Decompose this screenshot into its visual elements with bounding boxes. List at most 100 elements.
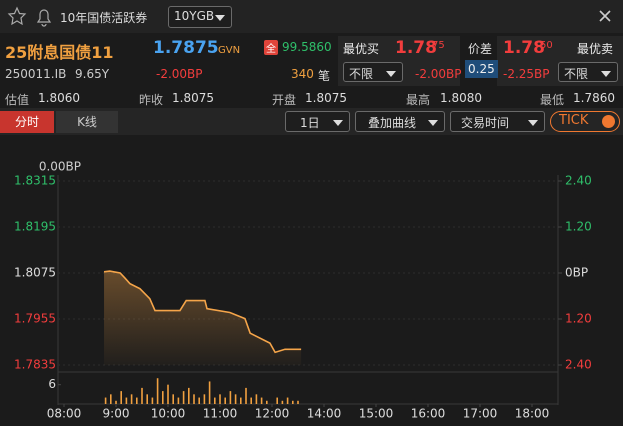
volume-bar	[193, 394, 195, 404]
y2-tick-label: 2.40	[565, 174, 592, 188]
volume-bar	[177, 397, 180, 404]
ask-price: 1.78	[503, 38, 545, 58]
top-label: 0.00BP	[39, 160, 81, 174]
stat-value: 1.8080	[440, 91, 482, 105]
volume-bar	[198, 397, 200, 404]
bid-price: 1.78	[395, 38, 437, 58]
period-text: 1日	[300, 116, 320, 130]
y2-tick-label: 1.20	[565, 220, 592, 234]
tick-text: TICK	[559, 113, 589, 128]
price: 1.7875	[153, 38, 219, 58]
ask-change: -2.25BP	[503, 67, 550, 81]
full-tag: 全	[264, 40, 278, 55]
volume-bar	[234, 394, 237, 404]
x-tick-label: 10:00	[151, 407, 186, 421]
overlay-text: 叠加曲线	[368, 116, 417, 130]
volume-bar	[172, 394, 174, 404]
volume-bar	[120, 391, 122, 404]
x-tick-label: 08:00	[47, 407, 82, 421]
y-tick-label: 1.8315	[14, 174, 56, 188]
toggle-knob	[602, 115, 615, 128]
spread-label: 价差	[468, 42, 493, 56]
close-icon[interactable]	[599, 10, 611, 22]
volume-bar	[255, 394, 258, 404]
spread-value: 0.25	[465, 60, 498, 78]
stat-value: 1.8075	[172, 91, 214, 105]
y-tick-label: 1.8195	[14, 220, 56, 234]
price-tag: GVN	[218, 45, 241, 56]
y2-tick-label: 1.20	[565, 312, 592, 326]
volume-bar	[224, 397, 226, 404]
tab[interactable]: K线	[56, 111, 118, 133]
volume-bar	[104, 397, 107, 404]
y2-tick-label: 0BP	[565, 266, 588, 280]
tick-toggle[interactable]: TICK	[550, 111, 620, 132]
volume-bar	[203, 394, 206, 404]
volume-bar	[281, 400, 284, 404]
volume-bar	[188, 387, 190, 404]
x-tick-label: 18:00	[515, 407, 550, 421]
volume-bar	[286, 397, 289, 404]
y-tick-label: 1.7835	[14, 358, 56, 372]
volume-bar	[297, 400, 299, 404]
volume-bar	[182, 391, 185, 404]
x-tick-label: 17:00	[463, 407, 498, 421]
volume-bar	[141, 387, 143, 404]
volume-bar	[115, 400, 117, 404]
ask-label: 最优卖	[577, 42, 614, 56]
volume-bar	[260, 397, 263, 404]
volume-bar	[156, 378, 159, 404]
tenor: 9.65Y	[75, 67, 110, 81]
title: 10年国债活跃券	[60, 11, 148, 25]
stat-label: 昨收	[139, 93, 164, 107]
session-text: 交易时间	[461, 116, 510, 130]
volume-bar	[214, 397, 216, 404]
volume-bar	[208, 381, 211, 404]
stat-label: 估值	[5, 93, 30, 107]
y2-tick-label: 2.40	[565, 358, 592, 372]
stat-value: 1.8075	[305, 91, 347, 105]
x-tick-label: 11:00	[203, 407, 238, 421]
session-dropdown[interactable]: 交易时间	[450, 111, 545, 132]
selector[interactable]: 10YGB	[168, 6, 232, 28]
volume-bar	[151, 397, 154, 404]
stat-label: 最低	[540, 93, 565, 107]
volume-bar	[136, 397, 138, 404]
bid-change: -2.00BP	[415, 67, 462, 81]
y-tick-label: 1.8075	[14, 266, 56, 280]
bond-name: 25附息国债11	[5, 43, 114, 62]
bid-filter[interactable]: 不限	[343, 62, 403, 82]
volume-bar	[125, 397, 128, 404]
trades: 340	[291, 67, 314, 81]
tab-active[interactable]: 分时	[0, 111, 54, 133]
bid-label: 最优买	[343, 42, 380, 56]
star-icon[interactable]	[7, 6, 27, 26]
ask-filter[interactable]: 不限	[558, 62, 618, 82]
volume-bar	[146, 394, 148, 404]
volume-bar	[245, 387, 247, 404]
stat-value: 1.7860	[573, 91, 615, 105]
volume-tick-label: 6	[48, 377, 56, 391]
volume-bar	[110, 394, 112, 404]
area	[104, 271, 302, 365]
code: 250011.IB	[5, 67, 67, 81]
x-tick-label: 9:00	[103, 407, 130, 421]
x-tick-label: 12:00	[255, 407, 290, 421]
volume-bar	[229, 391, 232, 404]
overlay-dropdown[interactable]: 叠加曲线	[355, 111, 445, 132]
volume-bar	[266, 400, 268, 404]
volume-bar	[167, 384, 169, 404]
ask-price-tail: 50	[540, 40, 553, 51]
stat-label: 最高	[406, 93, 431, 107]
title-bar	[0, 0, 623, 33]
x-tick-label: 16:00	[411, 407, 446, 421]
bell-icon[interactable]	[36, 9, 52, 27]
bid-price-tail: 75	[432, 40, 445, 51]
period-dropdown[interactable]: 1日	[285, 111, 350, 132]
stat-label: 开盘	[272, 93, 297, 107]
volume-bar	[292, 400, 294, 404]
stat-value: 1.8060	[38, 91, 80, 105]
